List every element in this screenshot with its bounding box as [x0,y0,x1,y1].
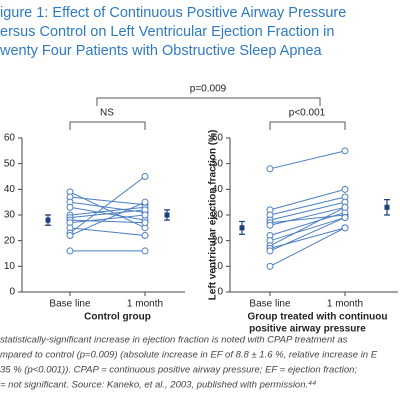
title-line: igure 1: Effect of Continuous Positive A… [0,5,346,21]
patient-point [341,147,349,155]
mean-marker [45,217,51,223]
patient-line [69,206,146,216]
y-tick-label: 40 [4,184,16,195]
patient-line [269,227,346,267]
x-axis-label: positive airway pressure [249,324,366,335]
title-line: ersus Control on Left Ventricular Ejecti… [0,24,334,40]
y-tick-label: 30 [4,210,16,221]
patient-line [269,217,346,242]
patient-line [269,188,346,211]
x-tick-label: Base line [49,299,91,310]
patient-point [66,203,74,211]
patient-line [269,211,346,237]
x-axis-label: Group treated with continuou [248,312,388,323]
y-tick-label: 20 [212,235,224,246]
patient-line [269,150,346,170]
y-tick-label: 0 [9,287,15,298]
y-tick-label: 30 [212,210,224,221]
patient-point [266,221,274,229]
caption-line: statistically-significant increase in ej… [0,335,348,346]
patient-point [266,165,274,173]
p-value: p=0.009 [190,84,227,95]
patient-line [269,196,346,216]
caption-line: 35 % (p<0.001)). CPAP = continuous posit… [0,365,357,376]
x-tick-label: 1 month [127,299,163,310]
patient-point [141,232,149,240]
y-tick-label: 60 [212,133,224,144]
patient-point [341,203,349,211]
patient-point [341,214,349,222]
patient-line [69,201,146,236]
x-axis-label: Control group [84,312,151,323]
patient-line [269,201,346,221]
bracket [269,121,346,130]
bracket [69,121,146,130]
y-tick-label: 60 [4,133,16,144]
mean-marker [384,204,390,210]
patient-point [266,247,274,255]
y-tick-label: 50 [4,158,16,169]
y-tick-label: 0 [217,287,223,298]
patient-line [269,206,346,226]
p-value: p<0.001 [289,108,326,119]
x-tick-label: 1 month [327,299,363,310]
patient-line [69,219,146,224]
x-tick-label: Base line [249,299,291,310]
p-value: NS [100,108,114,119]
patient-point [266,262,274,270]
patient-point [341,224,349,232]
caption-line: = not significant. Source: Kaneko, et al… [0,380,316,391]
patient-point [66,247,74,255]
patient-point [341,185,349,193]
y-tick-label: 20 [4,235,16,246]
patient-point [66,232,74,240]
patient-line [269,227,346,249]
patient-point [141,211,149,219]
caption-line: mpared to control (p=0.009) (absolute in… [0,350,378,361]
title-line: wenty Four Patients with Obstructive Sle… [0,43,323,59]
y-axis-label: Left ventricular ejection fraction (%) [208,130,219,301]
patient-line [269,206,346,247]
y-tick-label: 10 [212,261,224,272]
y-tick-label: 10 [4,261,16,272]
patient-line [69,196,146,206]
y-tick-label: 40 [212,184,224,195]
patient-point [141,219,149,227]
mean-marker [164,212,170,218]
patient-point [141,173,149,180]
mean-marker [239,225,245,231]
patient-line [69,227,146,237]
patient-line [69,176,146,234]
patient-point [141,247,149,255]
patient-line [269,217,346,252]
patient-point [141,198,149,206]
bracket [96,97,321,106]
patient-line [69,209,146,219]
y-tick-label: 50 [212,158,224,169]
